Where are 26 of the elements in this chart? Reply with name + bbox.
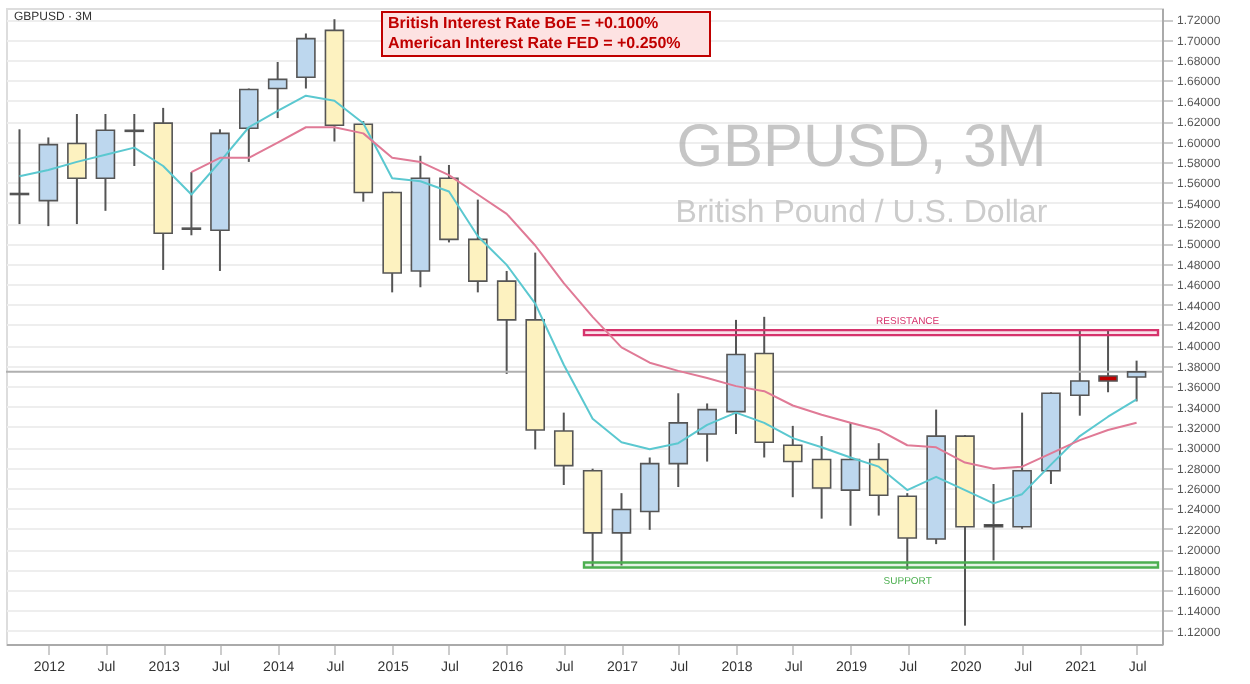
annotation: American Interest Rate FED = +0.250% (388, 34, 681, 52)
candlestick (181, 171, 202, 237)
candlestick (668, 392, 689, 489)
candlestick (1098, 329, 1118, 394)
line-series (190, 126, 1138, 470)
candlestick (897, 492, 918, 571)
candlestick (1070, 329, 1090, 417)
candlestick (840, 421, 861, 527)
candlestick (1126, 359, 1147, 403)
candlestick (868, 442, 889, 517)
candlestick (611, 492, 632, 567)
candlestick (983, 482, 1004, 562)
candlestick (267, 61, 288, 120)
candlestick (468, 198, 488, 294)
candlestick (639, 456, 660, 531)
candlestick (296, 32, 316, 90)
text: GBPUSD, 3M (676, 113, 1047, 180)
candlestick (697, 402, 717, 463)
annotation: British Interest Rate BoE = +0.100% (388, 14, 659, 32)
candlestick (67, 113, 87, 226)
candlestick (239, 87, 259, 163)
candlestick (553, 411, 574, 486)
candlestick (811, 435, 832, 520)
candlestick (95, 113, 116, 212)
candlestick (496, 269, 517, 375)
candlestick (782, 424, 803, 499)
